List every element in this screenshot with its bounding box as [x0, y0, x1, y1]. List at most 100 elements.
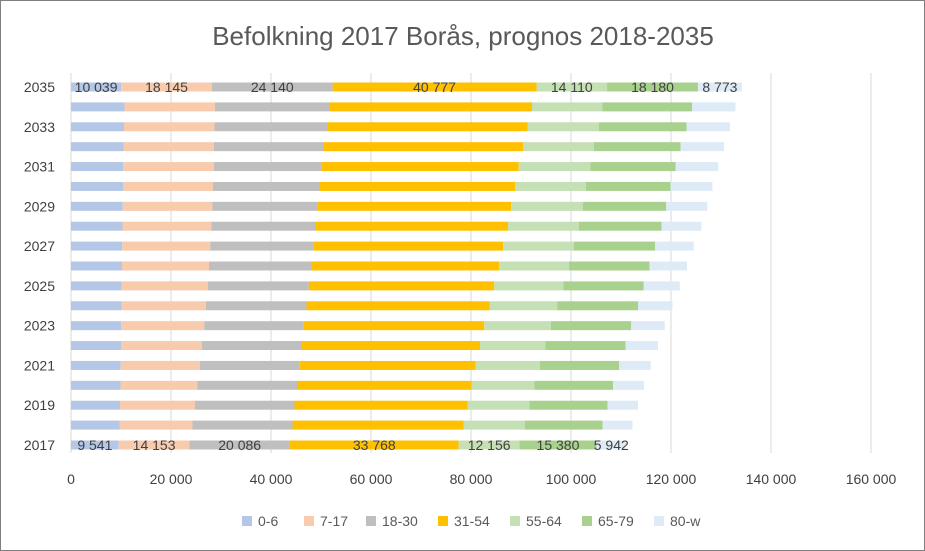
bar-2026-31-54: [311, 261, 499, 271]
bar-2025-65-79: [563, 281, 644, 291]
bar-2017-80-w: [596, 440, 627, 450]
bar-2032-18-30: [214, 142, 324, 152]
bar-2027-18-30: [210, 241, 314, 251]
data-label-2035-7-17: 18 145: [145, 79, 188, 95]
bar-2019-7-17: [120, 400, 195, 410]
bar-2027-55-64: [503, 241, 574, 251]
y-axis-ticks: 2017 2019 2021 2023 2025 2027 2029 2031 2033 2035: [24, 79, 55, 453]
bar-2018-0-6: [71, 420, 120, 430]
bar-2035-18-30: [211, 82, 333, 92]
x-tick-label: 160 000: [846, 471, 897, 487]
bar-2032-55-64: [523, 142, 594, 152]
bar-2031-18-30: [213, 162, 322, 172]
bar-2022-31-54: [302, 341, 480, 351]
bar-2033-55-64: [527, 122, 599, 132]
x-tick-label: 0: [67, 471, 75, 487]
bar-2018-7-17: [119, 420, 193, 430]
bar-2033-65-79: [599, 122, 687, 132]
bar-2029-7-17: [122, 201, 213, 211]
bar-2031-65-79: [590, 162, 676, 172]
bar-2020-31-54: [297, 380, 472, 390]
bar-2035-31-54: [332, 82, 537, 92]
bar-2017-18-30: [189, 440, 290, 450]
y-tick-label: 2023: [24, 318, 55, 334]
bar-2022-80-w: [625, 341, 658, 351]
bar-2024-31-54: [306, 301, 490, 311]
bar-2017-0-6: [71, 440, 119, 450]
bar-2022-55-64: [480, 341, 546, 351]
bar-2025-31-54: [308, 281, 495, 291]
bar-2021-7-17: [120, 360, 200, 370]
bar-2022-0-6: [71, 341, 121, 351]
bar-2026-55-64: [499, 261, 569, 271]
bar-2025-55-64: [494, 281, 564, 291]
data-label-2035-65-79: 18 180: [631, 79, 674, 95]
chart-title: Befolkning 2017 Borås, prognos 2018-2035: [212, 21, 714, 51]
x-axis-ticks: 0 20 000 40 000 60 000 80 000 100 000 120 000 1…: [67, 471, 896, 487]
data-label-2017-80-w: 5 942: [594, 437, 629, 453]
bar-2018-31-54: [292, 420, 464, 430]
bar-2025-18-30: [207, 281, 309, 291]
data-label-2035-18-30: 24 140: [251, 79, 294, 95]
bar-2021-18-30: [199, 360, 300, 370]
legend-label-55-64: 55-64: [526, 513, 562, 529]
bar-2024-18-30: [206, 301, 307, 311]
bar-2020-80-w: [613, 380, 644, 390]
bar-2028-80-w: [661, 221, 702, 231]
bar-2030-55-64: [515, 181, 586, 191]
bar-2027-0-6: [71, 241, 123, 251]
bar-2023-80-w: [631, 321, 665, 331]
legend-swatch-7-17: [304, 516, 314, 526]
bar-2034-55-64: [532, 102, 603, 112]
bar-2035-80-w: [697, 82, 742, 92]
data-label-2017-65-79: 15 380: [537, 437, 580, 453]
bar-2028-7-17: [122, 221, 212, 231]
bar-2025-7-17: [121, 281, 208, 291]
bar-2018-18-30: [192, 420, 293, 430]
bar-2031-0-6: [71, 162, 124, 172]
bar-2020-18-30: [197, 380, 297, 390]
y-tick-label: 2027: [24, 238, 55, 254]
bar-2024-55-64: [489, 301, 558, 311]
bar-2017-65-79: [519, 440, 597, 450]
data-label-2017-0-6: 9 541: [77, 437, 112, 453]
x-tick-label: 60 000: [350, 471, 393, 487]
y-tick-label: 2029: [24, 198, 55, 214]
bar-2031-80-w: [675, 162, 719, 172]
bar-2030-0-6: [71, 181, 123, 191]
bar-2030-18-30: [213, 181, 320, 191]
legend-swatch-55-64: [510, 516, 520, 526]
data-label-2017-7-17: 14 153: [133, 437, 176, 453]
y-tick-label: 2025: [24, 278, 55, 294]
bar-2023-0-6: [71, 321, 122, 331]
x-tick-label: 140 000: [746, 471, 797, 487]
data-label-2035-55-64: 14 110: [551, 79, 593, 95]
bar-2017-31-54: [289, 440, 459, 450]
bar-2028-55-64: [508, 221, 579, 231]
bar-2024-0-6: [71, 301, 122, 311]
bar-2035-0-6: [71, 82, 122, 92]
bar-2028-31-54: [315, 221, 508, 231]
data-label-2017-55-64: 12 156: [468, 437, 511, 453]
bar-2023-31-54: [303, 321, 485, 331]
bar-2030-7-17: [123, 181, 213, 191]
bar-2019-0-6: [71, 400, 120, 410]
bar-2023-55-64: [484, 321, 551, 331]
bar-2025-80-w: [643, 281, 680, 291]
bar-2017-55-64: [458, 440, 520, 450]
legend-label-0-6: 0-6: [258, 513, 278, 529]
bar-2027-80-w: [655, 241, 694, 251]
bar-2026-80-w: [649, 261, 687, 271]
data-label-2035-31-54: 40 777: [413, 79, 456, 95]
bar-2028-65-79: [579, 221, 662, 231]
bar-2020-0-6: [71, 380, 121, 390]
bar-2021-0-6: [71, 360, 121, 370]
data-label-2035-0-6: 10 039: [75, 79, 118, 95]
bar-2019-31-54: [294, 400, 468, 410]
bar-2029-80-w: [666, 201, 708, 211]
bar-2018-65-79: [525, 420, 603, 430]
bar-2019-18-30: [195, 400, 295, 410]
y-tick-label: 2019: [24, 397, 55, 413]
bar-stacks: [71, 82, 742, 450]
legend-label-65-79: 65-79: [598, 513, 634, 529]
